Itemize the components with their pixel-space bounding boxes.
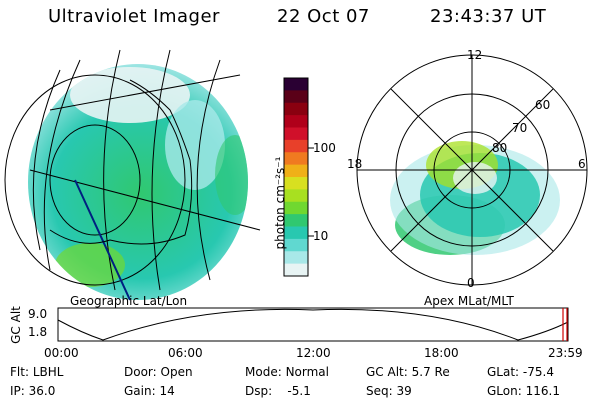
colorbar-segment [284,177,308,190]
colorbar-segment [284,238,308,252]
seq-info: Seq: 39 [366,384,412,398]
glon-label: GLon: [487,384,522,398]
mlat-label-60: 60 [535,98,551,112]
glat-value: -75.4 [522,365,554,379]
app-title: Ultraviolet Imager [48,6,220,27]
colorbar-tick-10: 10 [313,229,329,243]
altitude-ylabel: GC Alt [9,306,23,344]
altitude-xtick-1800: 18:00 [424,346,459,360]
dsp-value: -5.1 [287,384,311,398]
colorbar-segment [284,78,308,91]
colorbar-segment [284,90,308,104]
dsp-info: Dsp: -5.1 [245,384,311,398]
mode-value: Normal [285,365,329,379]
colorbar-segment [284,152,308,166]
mode-label: Mode: [245,365,282,379]
colorbar-segment [284,139,308,153]
observation-time: 23:43:37 UT [430,6,547,27]
altitude-xtick-0600: 06:00 [168,346,203,360]
ip-label: IP: [10,384,25,398]
altitude-xtick-2359: 23:59 [548,346,583,360]
right-panel-caption: Apex MLat/MLT [424,294,514,308]
colorbar-label: photon cm⁻²s⁻¹ [273,156,287,250]
polar-plot [356,54,588,286]
mlt-label-18: 18 [347,157,363,171]
dsp-label: Dsp: [245,384,273,398]
altitude-ymin: 1.8 [28,325,48,339]
colorbar-segment [284,226,308,240]
door-value: Open [160,365,193,379]
colorbar-segment [284,115,308,129]
observation-date: 22 Oct 07 [277,6,370,27]
mlt-label-6: 6 [578,157,586,171]
mlt-label-12: 12 [467,48,483,62]
gain-info: Gain: 14 [124,384,175,398]
colorbar-segment [284,201,308,215]
gcalt-value: 5.7 Re [411,365,450,379]
colorbar-segment [284,189,308,203]
altitude-xtick-1200: 12:00 [296,346,331,360]
gain-value: 14 [159,384,175,398]
gcalt-info: GC Alt: 5.7 Re [366,365,450,379]
glon-info: GLon: 116.1 [487,384,560,398]
mode-info: Mode: Normal [245,365,329,379]
door-label: Door: [124,365,157,379]
altitude-ymax: 9.0 [28,307,48,321]
altitude-xtick-0000: 00:00 [44,346,79,360]
mlat-label-80: 80 [492,141,508,155]
gain-label: Gain: [124,384,156,398]
colorbar-segment [284,127,308,141]
colorbar-tick-100: 100 [313,141,336,155]
ip-value: 36.0 [28,384,56,398]
colorbar-segment [284,164,308,178]
colorbar-segment [284,102,308,116]
colorbar-segment [284,263,308,277]
left-panel-caption: Geographic Lat/Lon [70,294,188,308]
colorbar-segment [284,214,308,228]
gcalt-label: GC Alt: [366,365,408,379]
seq-value: 39 [396,384,412,398]
glon-value: 116.1 [525,384,560,398]
mlt-label-0: 0 [467,276,475,290]
ip-info: IP: 36.0 [10,384,55,398]
filter-value: LBHL [32,365,64,379]
colorbar [283,77,314,277]
geographic-image [4,49,261,301]
mlat-label-70: 70 [512,121,528,135]
door-info: Door: Open [124,365,193,379]
seq-label: Seq: [366,384,393,398]
glat-label: GLat: [487,365,520,379]
glat-info: GLat: -75.4 [487,365,554,379]
colorbar-segment [284,251,308,265]
filter-label: Flt: [10,365,29,379]
filter-info: Flt: LBHL [10,365,63,379]
altitude-plot [57,307,569,342]
